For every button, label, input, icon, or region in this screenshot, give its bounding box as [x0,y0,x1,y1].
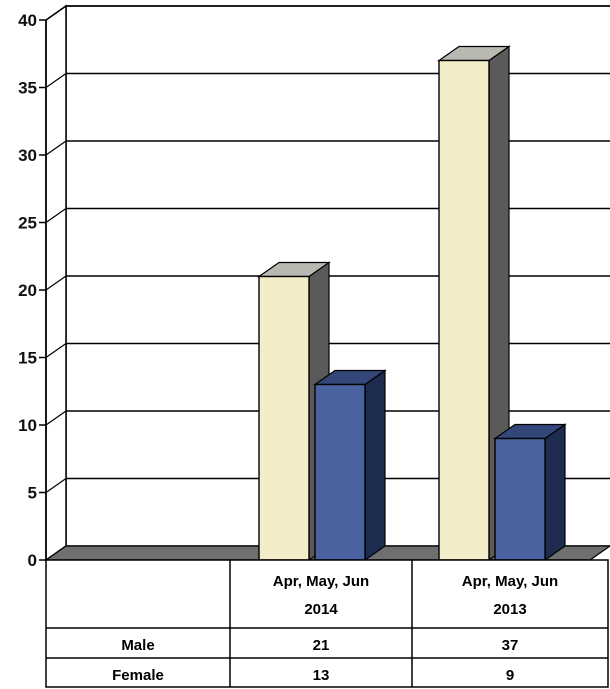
bar-female-2 [493,423,567,562]
gridline-side [45,410,67,426]
y-tick-label: 15 [18,349,37,368]
bar-front [438,59,490,561]
y-tick-label: 35 [18,79,37,98]
category-label-year: 2013 [493,601,526,618]
bar-male-2 [437,45,511,562]
gridline-side [45,73,67,88]
gridline-side [45,343,67,358]
gridline-side [45,478,67,493]
data-value: 13 [313,667,330,684]
table-frame [45,559,609,688]
category-label: Apr, May, Jun [462,573,558,590]
y-tick-label: 25 [18,214,37,233]
y-tick-label: 30 [18,146,37,165]
data-value: 21 [313,637,330,654]
bar-front [494,437,546,561]
y-tick-label: 0 [28,551,37,570]
y-tick-label: 40 [18,11,37,30]
data-value: 37 [502,637,519,654]
y-axis: 0 5 10 15 20 25 30 35 40 [18,11,47,570]
y-tick-label: 5 [28,484,37,503]
series-name: Male [121,637,154,654]
data-table: Apr, May, Jun 2014 Apr, May, Jun 2013 Male 21… [45,559,609,688]
series-name: Female [112,667,164,684]
bar-side [544,423,566,562]
bars [257,45,567,562]
bar-female-1 [313,369,387,562]
gridline-side [45,140,67,156]
gridlines [45,5,610,493]
category-label: Apr, May, Jun [273,573,369,590]
bar-front [258,275,310,561]
bar-side [364,369,386,562]
data-value: 9 [506,667,514,684]
gridline-side [45,5,67,21]
y-tick-label: 10 [18,416,37,435]
gridline-side [45,208,67,223]
gridline-side [45,275,67,291]
y-tick-label: 20 [18,281,37,300]
category-label-year: 2014 [304,601,338,618]
bar-front [314,383,366,561]
